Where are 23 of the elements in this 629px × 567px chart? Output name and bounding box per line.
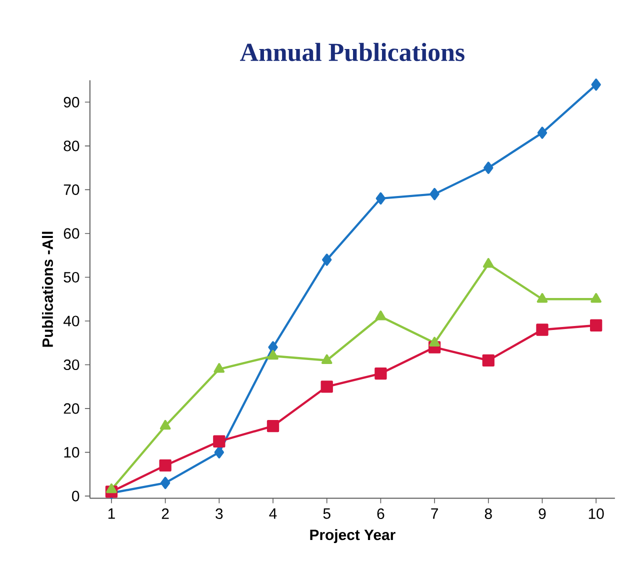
x-tick-label: 8: [484, 508, 492, 520]
chart-title: Annual Publications: [240, 42, 464, 62]
y-tick-label: 0: [72, 490, 80, 502]
x-tick-label: 4: [269, 508, 277, 519]
y-axis-title: Publications -All: [42, 232, 53, 347]
y-tick-label: 10: [64, 447, 80, 458]
y-tick-label: 40: [63, 316, 80, 326]
x-tick-label: 3: [216, 508, 223, 520]
y-tick-label: 30: [64, 359, 80, 370]
x-tick-label: 1: [108, 508, 115, 519]
x-tick-label: 5: [323, 508, 330, 519]
y-tick-label: 70: [64, 184, 80, 195]
x-tick-label: 9: [538, 508, 546, 520]
x-tick-label: 7: [431, 508, 438, 519]
x-axis-title: Project Year: [310, 529, 396, 544]
y-tick-label: 20: [64, 403, 80, 414]
x-tick-label: 10: [588, 508, 604, 520]
y-tick-label: 60: [64, 228, 80, 239]
x-tick-label: 2: [162, 508, 169, 519]
y-tick-label: 50: [64, 272, 80, 283]
y-tick-label: 80: [64, 140, 80, 152]
y-tick-label: 90: [64, 96, 80, 108]
x-tick-label: 6: [377, 508, 384, 520]
